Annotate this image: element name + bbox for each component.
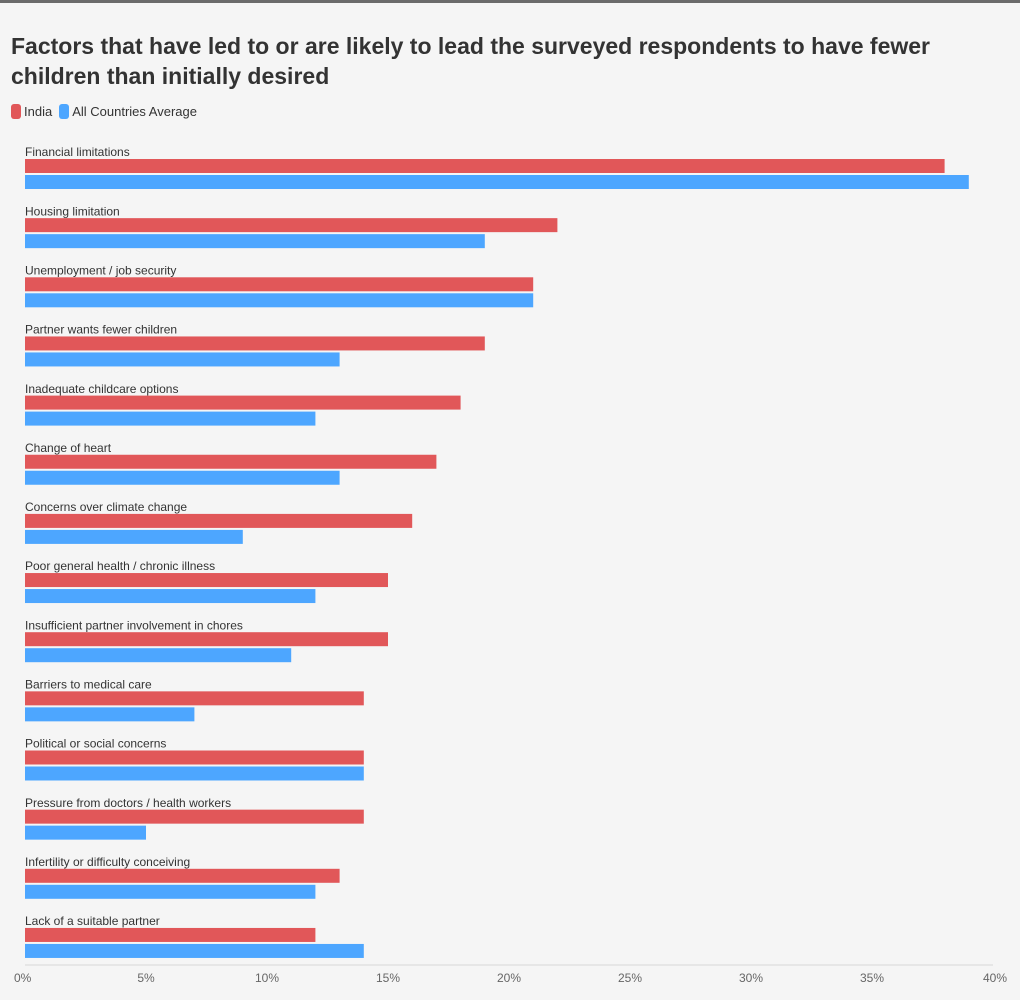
bar-all-countries-average-pressure-from-doctors-health-workers[interactable] bbox=[25, 825, 146, 840]
legend-swatch-all-countries bbox=[59, 103, 70, 119]
bar-india-inadequate-childcare-options[interactable] bbox=[25, 395, 461, 410]
bar-india-partner-wants-fewer-children[interactable] bbox=[25, 336, 485, 351]
bar-all-countries-average-inadequate-childcare-options[interactable] bbox=[25, 411, 316, 426]
x-tick-label: 20% bbox=[497, 971, 521, 985]
bar-all-countries-average-barriers-to-medical-care[interactable] bbox=[25, 707, 195, 722]
category-label-insufficient-partner-involvement-in-chores: Insufficient partner involvement in chor… bbox=[25, 618, 243, 632]
category-label-pressure-from-doctors-health-workers: Pressure from doctors / health workers bbox=[25, 796, 231, 810]
legend: India All Countries Average bbox=[11, 102, 204, 120]
x-tick-label: 15% bbox=[376, 971, 400, 985]
bar-india-insufficient-partner-involvement-in-chores[interactable] bbox=[25, 632, 388, 647]
bar-all-countries-average-change-of-heart[interactable] bbox=[25, 470, 340, 485]
bar-india-pressure-from-doctors-health-workers[interactable] bbox=[25, 809, 364, 824]
bar-all-countries-average-unemployment-job-security[interactable] bbox=[25, 293, 534, 308]
bar-india-change-of-heart[interactable] bbox=[25, 454, 437, 469]
category-label-barriers-to-medical-care: Barriers to medical care bbox=[25, 678, 152, 692]
bar-india-lack-of-a-suitable-partner[interactable] bbox=[25, 927, 316, 942]
chart-title: Factors that have led to or are likely t… bbox=[11, 33, 931, 89]
x-tick-label: 10% bbox=[255, 971, 279, 985]
x-tick-label: 25% bbox=[618, 971, 642, 985]
category-label-unemployment-job-security: Unemployment / job security bbox=[25, 263, 176, 277]
x-tick-label: 30% bbox=[739, 971, 763, 985]
bar-india-political-or-social-concerns[interactable] bbox=[25, 750, 364, 765]
bar-all-countries-average-infertility-or-difficulty-conceiving[interactable] bbox=[25, 884, 316, 899]
bar-all-countries-average-poor-general-health-chronic-illness[interactable] bbox=[25, 589, 316, 604]
legend-item-all-countries[interactable]: All Countries Average bbox=[59, 103, 197, 119]
x-tick-label: 0% bbox=[14, 971, 32, 985]
category-label-lack-of-a-suitable-partner: Lack of a suitable partner bbox=[25, 914, 160, 928]
category-label-political-or-social-concerns: Political or social concerns bbox=[25, 737, 166, 751]
x-tick-label: 40% bbox=[983, 971, 1007, 985]
bar-india-housing-limitation[interactable] bbox=[25, 218, 558, 233]
bar-chart: Financial limitations Housing limitation U… bbox=[14, 145, 1007, 985]
category-label-partner-wants-fewer-children: Partner wants fewer children bbox=[25, 323, 177, 337]
bar-india-concerns-over-climate-change[interactable] bbox=[25, 513, 413, 528]
category-label-poor-general-health-chronic-illness: Poor general health / chronic illness bbox=[25, 559, 215, 573]
bar-india-financial-limitations[interactable] bbox=[25, 159, 945, 173]
category-label-concerns-over-climate-change: Concerns over climate change bbox=[25, 500, 187, 514]
bar-india-infertility-or-difficulty-conceiving[interactable] bbox=[25, 868, 340, 883]
x-tick-label: 35% bbox=[860, 971, 884, 985]
category-label-housing-limitation: Housing limitation bbox=[25, 204, 120, 218]
legend-item-india[interactable]: India bbox=[11, 103, 53, 119]
bar-all-countries-average-housing-limitation[interactable] bbox=[25, 234, 485, 249]
top-rule bbox=[0, 0, 1020, 3]
bar-all-countries-average-financial-limitations[interactable] bbox=[25, 175, 969, 189]
bar-all-countries-average-concerns-over-climate-change[interactable] bbox=[25, 529, 243, 544]
legend-swatch-india bbox=[11, 103, 21, 119]
bar-all-countries-average-lack-of-a-suitable-partner[interactable] bbox=[25, 943, 364, 958]
bar-all-countries-average-political-or-social-concerns[interactable] bbox=[25, 766, 364, 781]
bar-india-poor-general-health-chronic-illness[interactable] bbox=[25, 573, 388, 588]
legend-label-india: India bbox=[24, 103, 53, 119]
bar-india-barriers-to-medical-care[interactable] bbox=[25, 691, 364, 706]
bar-all-countries-average-insufficient-partner-involvement-in-chores[interactable] bbox=[25, 648, 292, 663]
category-label-infertility-or-difficulty-conceiving: Infertility or difficulty conceiving bbox=[25, 855, 190, 869]
bar-india-unemployment-job-security[interactable] bbox=[25, 277, 534, 292]
bar-all-countries-average-partner-wants-fewer-children[interactable] bbox=[25, 352, 340, 367]
category-label-financial-limitations: Financial limitations bbox=[25, 145, 130, 159]
category-label-inadequate-childcare-options: Inadequate childcare options bbox=[25, 382, 178, 396]
legend-label-all-countries: All Countries Average bbox=[72, 103, 197, 119]
x-tick-label: 5% bbox=[137, 971, 155, 985]
category-label-change-of-heart: Change of heart bbox=[25, 441, 112, 455]
